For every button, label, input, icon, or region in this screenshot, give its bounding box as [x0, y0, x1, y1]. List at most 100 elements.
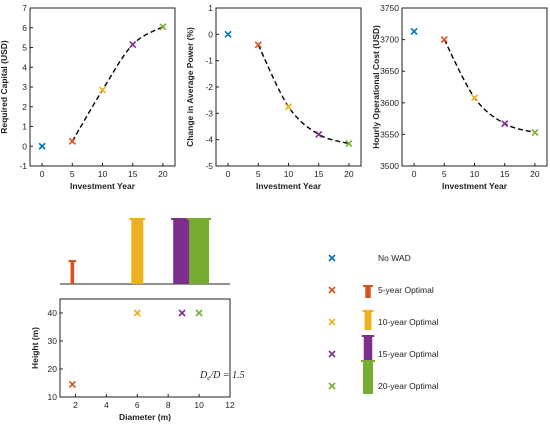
y-tick-label: 5 — [22, 43, 27, 53]
legend-bar-cap — [362, 310, 374, 312]
chart-panel-4: 2 4 6 8 10 12 10 20 30 40 Diameter (m) Height (m) — [30, 298, 235, 422]
data-point — [195, 309, 203, 317]
y-tick-label: 30 — [48, 336, 58, 346]
x-tick-label: 5 — [256, 169, 261, 179]
legend-entry: 20-year Optimal — [328, 360, 439, 394]
y-tick-label: 4 — [22, 62, 27, 72]
dam-bar — [189, 218, 210, 284]
x-tick-label: 2 — [73, 400, 78, 410]
legend-label: 20-year Optimal — [378, 381, 439, 391]
y-tick-label: 0 — [208, 29, 213, 39]
marker-stroke — [224, 30, 232, 38]
marker-stroke — [68, 380, 76, 388]
y-axis-label: Required Capital (USD) — [0, 40, 9, 134]
marker-stroke — [345, 140, 353, 148]
chart-panel-2: 0 5 10 15 20 -5 -4 -3 -2 -1 0 1 Investment Year Chang… — [185, 3, 362, 191]
marker-stroke — [98, 86, 107, 94]
y-tick-label: 1 — [22, 122, 27, 132]
x-tick-label: 15 — [128, 169, 138, 179]
dam-bar — [70, 260, 75, 284]
y-axis-label: Height (m) — [30, 327, 40, 369]
x-tick-label: 0 — [40, 169, 45, 179]
marker-stroke — [68, 137, 76, 145]
dam-bars-illustration — [60, 218, 230, 285]
x-tick-label: 8 — [166, 400, 171, 410]
legend-marker — [328, 286, 336, 294]
x-axis-label: Investment Year — [442, 181, 508, 191]
x-tick-label: 0 — [226, 169, 231, 179]
dam-bar-cap — [187, 218, 212, 220]
data-point — [133, 309, 141, 317]
x-tick-label: 0 — [412, 169, 417, 179]
legend-entry: No WAD — [328, 253, 411, 263]
data-point — [470, 94, 479, 102]
plot-frame — [401, 7, 548, 167]
trend-line — [443, 39, 536, 134]
y-tick-label: 3 — [22, 82, 27, 92]
y-tick-label: 0 — [22, 141, 27, 151]
data-point — [68, 137, 76, 145]
y-tick-label: 2 — [22, 102, 27, 112]
x-tick-label: 15 — [314, 169, 324, 179]
data-point — [98, 86, 107, 94]
y-tick-label: 20 — [48, 364, 58, 374]
dam-bar-cap — [129, 218, 146, 220]
chart-panel-1: 0 5 10 15 20 -1 0 1 2 3 4 5 6 7 Investment Year Require… — [0, 3, 176, 191]
chart-panel-3: 0 5 10 15 20 3500 3550 3600 3650 3700 3750 Investme… — [371, 3, 548, 191]
marker-stroke — [38, 142, 46, 150]
plot-frame — [215, 7, 362, 167]
marker-stroke — [284, 103, 293, 111]
legend-marker — [328, 350, 336, 358]
y-axis-label: Hourly Operational Cost (USD) — [371, 25, 381, 149]
marker-stroke — [159, 23, 167, 31]
ratio-annotation: De/D = 1.5 — [199, 370, 245, 382]
data-point — [315, 130, 323, 138]
legend-bar-cap — [361, 335, 375, 337]
data-point — [178, 309, 186, 317]
marker-stroke — [410, 27, 418, 35]
x-tick-label: 5 — [70, 169, 75, 179]
plot-frame — [59, 298, 231, 398]
data-point — [254, 41, 262, 49]
marker-stroke — [133, 309, 141, 317]
x-axis-label: Investment Year — [70, 181, 136, 191]
marker-stroke — [440, 36, 448, 44]
marker-stroke — [315, 130, 323, 138]
x-tick-label: 10 — [284, 169, 294, 179]
data-point — [224, 30, 232, 38]
x-tick-label: 10 — [194, 400, 204, 410]
legend-marker — [328, 318, 336, 326]
marker-stroke — [178, 309, 186, 317]
legend-bar-cap — [361, 360, 375, 362]
legend-marker — [328, 254, 336, 262]
y-tick-label: -1 — [19, 161, 27, 171]
x-tick-label: 15 — [500, 169, 510, 179]
trend-line — [71, 26, 164, 142]
data-point — [68, 380, 76, 388]
y-tick-label: -1 — [205, 56, 213, 66]
dam-bar — [173, 218, 191, 284]
legend-bar-swatch — [365, 285, 371, 298]
data-point — [440, 36, 448, 44]
data-point — [129, 40, 137, 49]
legend-bar-swatch — [364, 310, 372, 330]
legend-label: 10-year Optimal — [378, 317, 439, 327]
y-tick-label: -5 — [205, 161, 213, 171]
legend-entry: 15-year Optimal — [328, 335, 439, 362]
data-point — [284, 103, 293, 111]
legend-marker — [328, 382, 336, 390]
legend-entry: 5-year Optimal — [328, 285, 434, 298]
x-tick-label: 4 — [104, 400, 109, 410]
dam-bar-cap — [68, 260, 77, 263]
data-point — [345, 140, 353, 148]
x-tick-label: 20 — [158, 169, 168, 179]
data-point — [531, 128, 539, 137]
x-axis-label: Diameter (m) — [119, 412, 171, 422]
y-tick-label: -3 — [205, 108, 213, 118]
legend-bar-cap — [363, 285, 373, 287]
dam-bar-cap — [171, 218, 193, 220]
y-tick-label: -2 — [205, 82, 213, 92]
y-tick-label: 3600 — [380, 98, 399, 108]
marker-stroke — [195, 309, 203, 317]
